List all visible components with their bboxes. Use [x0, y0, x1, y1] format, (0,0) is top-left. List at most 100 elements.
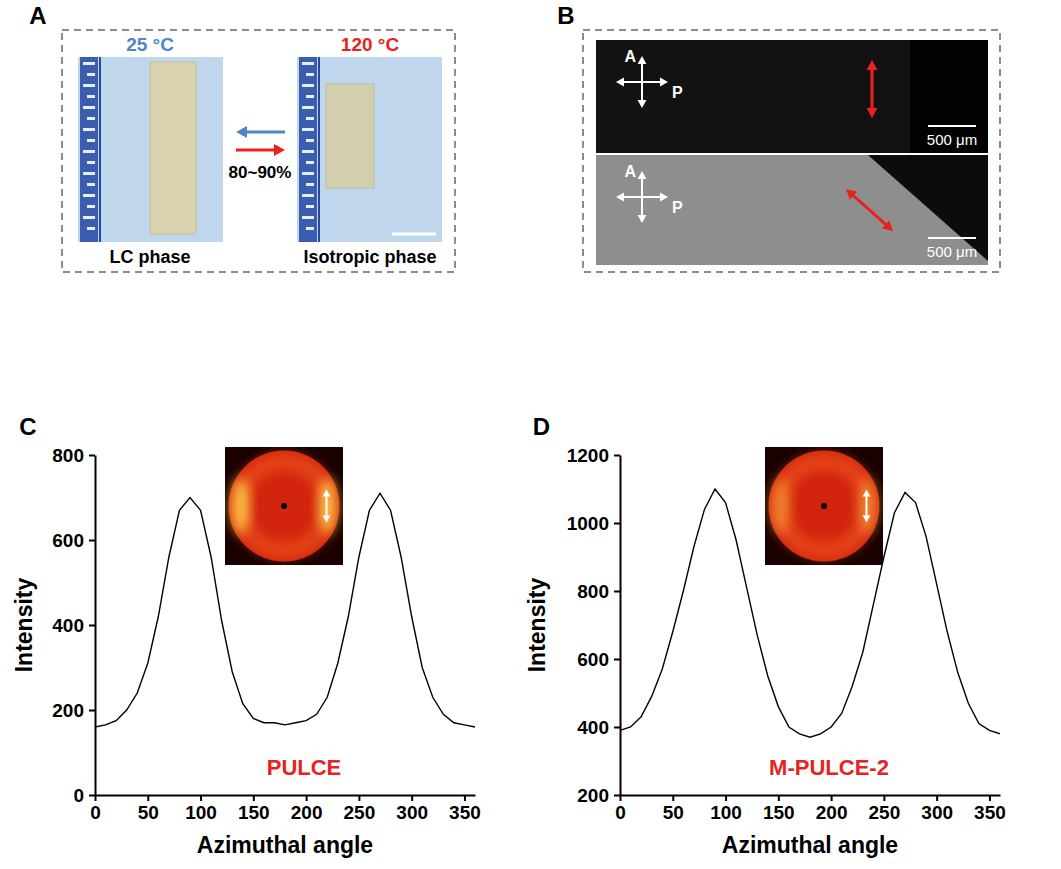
arrow-head — [236, 126, 247, 138]
panel-letter: D — [533, 413, 550, 440]
ruler-mark — [302, 216, 314, 219]
scale-bar-label: 500 μm — [927, 243, 977, 260]
arrow — [863, 489, 871, 522]
tick-label: 200 — [52, 700, 84, 721]
panel-a: A25 °C120 °CLC phaseIsotropic phase80~90… — [29, 2, 455, 272]
tick: 300 — [396, 795, 428, 823]
tick-label: 0 — [615, 802, 626, 823]
ruler-mark — [302, 128, 314, 131]
arrow-shaft — [871, 68, 874, 110]
tick-label: 0 — [73, 785, 84, 806]
tick-label: 250 — [344, 802, 376, 823]
arrow — [236, 144, 285, 156]
tick-mark — [614, 523, 620, 525]
ruler-mark — [83, 128, 95, 131]
xrd-pattern — [765, 447, 883, 565]
phase-label: Isotropic phase — [303, 247, 436, 267]
ruler-mark — [87, 139, 95, 142]
ruler-mark — [306, 205, 314, 208]
ruler-mark — [83, 62, 95, 65]
tick-mark — [253, 795, 255, 801]
ruler-mark — [302, 106, 314, 109]
panel-b: BAP500 μmAP500 μm — [557, 2, 1000, 272]
tick: 200 — [816, 795, 848, 823]
tick-label: 400 — [52, 615, 84, 636]
panel-letter: A — [29, 2, 46, 29]
ruler-mark — [306, 161, 314, 164]
arrow-head — [638, 100, 647, 108]
panel-frame — [62, 30, 455, 272]
photo-background — [297, 57, 442, 242]
film — [150, 62, 196, 234]
ruler-mark — [83, 84, 95, 87]
arrow-shaft — [236, 149, 276, 152]
tick-mark — [883, 795, 885, 801]
arrow-shaft — [622, 81, 661, 83]
analyzer-label: A — [624, 48, 636, 65]
diffraction-arc — [772, 478, 790, 533]
x-axis-title: Azimuthal angle — [722, 832, 898, 858]
axis-line — [621, 795, 1001, 797]
tick-label: 800 — [52, 445, 84, 466]
tick-mark — [464, 795, 466, 801]
photo — [78, 57, 223, 242]
ruler-mark — [306, 73, 314, 76]
tick: 800 — [52, 445, 95, 466]
ruler-mark — [306, 139, 314, 142]
analyzer-label: A — [624, 163, 636, 180]
sample-label: M-PULCE-2 — [769, 755, 889, 780]
inset-background — [225, 447, 343, 565]
tick: 0 — [90, 795, 101, 823]
ruler-mark — [306, 227, 314, 230]
ruler-mark — [83, 216, 95, 219]
tick-mark — [614, 659, 620, 661]
ruler-mark — [83, 172, 95, 175]
ruler-mark — [87, 227, 95, 230]
tick: 150 — [238, 795, 270, 823]
tick-mark — [411, 795, 413, 801]
tick: 100 — [710, 795, 742, 823]
micrograph: A P 500 μm — [596, 155, 988, 265]
ruler-mark — [302, 62, 314, 65]
axis-line — [620, 456, 622, 796]
ruler-mark — [87, 161, 95, 164]
tick-label: 800 — [577, 581, 609, 602]
tick-label: 50 — [663, 802, 684, 823]
arrow — [323, 489, 331, 522]
arrow-shaft — [865, 495, 867, 517]
image-background — [596, 155, 988, 265]
tick-label: 50 — [138, 802, 159, 823]
tick: 1200 — [567, 445, 620, 466]
y-axis-title: Intensity — [524, 578, 550, 673]
tick-mark — [778, 795, 780, 801]
tick-mark — [89, 455, 95, 457]
sample-label: PULCE — [267, 755, 342, 780]
arrow-head — [882, 220, 893, 231]
tick-mark — [306, 795, 308, 801]
tick-mark — [614, 455, 620, 457]
tick-label: 350 — [974, 802, 1006, 823]
ruler-mark — [87, 95, 95, 98]
tick-mark — [725, 795, 727, 801]
tick-mark — [989, 795, 991, 801]
polarizer-label: P — [672, 199, 683, 216]
ruler-mark — [87, 205, 95, 208]
y-axis: 0200400600800 — [52, 445, 95, 806]
tick-label: 0 — [90, 802, 101, 823]
tick-label: 100 — [185, 802, 217, 823]
y-axis-title: Intensity — [11, 578, 37, 673]
panel-letter: B — [557, 2, 574, 29]
tick-label: 200 — [577, 785, 609, 806]
panel-letter: C — [19, 413, 36, 440]
temperature-label: 120 °C — [341, 34, 400, 55]
axis-line — [96, 795, 476, 797]
arrow-shaft — [852, 194, 887, 225]
diffraction-ring — [240, 462, 329, 551]
tick: 200 — [52, 700, 95, 721]
ruler — [80, 57, 98, 242]
arrow — [867, 60, 878, 118]
arrow-head — [867, 108, 878, 118]
tick: 350 — [974, 795, 1006, 823]
tick-mark — [200, 795, 202, 801]
tick: 250 — [344, 795, 376, 823]
